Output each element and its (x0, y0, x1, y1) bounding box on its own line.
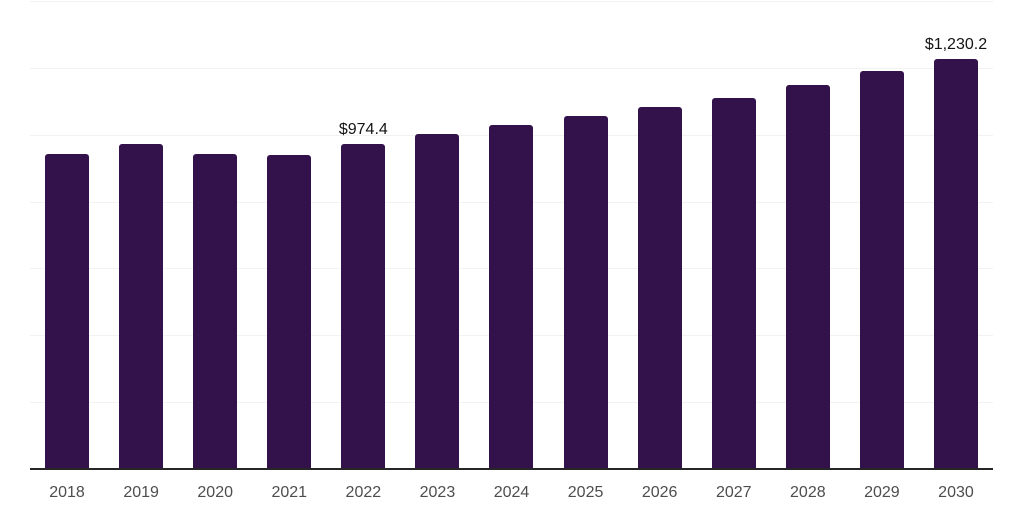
bar-slot (845, 2, 919, 470)
bar-slot (104, 2, 178, 470)
x-tick-label-2022: 2022 (345, 484, 382, 501)
x-tick-label-2020: 2020 (197, 484, 233, 501)
bar-slot (549, 2, 623, 470)
bar-2021 (267, 155, 312, 470)
bar-slot (697, 2, 771, 470)
x-axis-labels: 2018 2019 2020 2021 2022 2023 2024 2025 2026 2027… (30, 482, 993, 504)
x-tick-label-2025: 2025 (567, 484, 604, 501)
bar-slot (771, 2, 845, 470)
bar-2019 (119, 144, 164, 470)
x-tick-label-2024: 2024 (493, 484, 530, 501)
bar-2022 (341, 144, 386, 470)
bar-slot (30, 2, 104, 470)
bar-value-label: $1,230.2 (924, 35, 988, 53)
bar-slot (178, 2, 252, 470)
x-tick-label-2019: 2019 (123, 484, 159, 501)
bar-2030 (933, 58, 978, 470)
bar-slot (623, 2, 697, 470)
gridline (30, 1, 993, 2)
x-tick-label-2018: 2018 (49, 484, 85, 501)
bar-2024 (489, 124, 534, 470)
x-axis-line (30, 468, 993, 470)
bar-slot: $1,230.2 (919, 2, 993, 470)
bar-2029 (859, 70, 904, 470)
bar-2027 (711, 98, 756, 470)
bar-2028 (785, 85, 830, 470)
bar-slot (252, 2, 326, 470)
x-tick-label-2029: 2029 (864, 484, 900, 501)
x-tick-label-2026: 2026 (641, 484, 678, 501)
bar-2025 (563, 116, 608, 470)
plot-area: $974.4 $1,230.2 (30, 1, 993, 470)
x-tick-label-2023: 2023 (419, 484, 456, 501)
bar-value-label: $974.4 (338, 121, 388, 139)
bar-2020 (193, 154, 238, 470)
x-tick-label-2028: 2028 (790, 484, 826, 501)
x-tick-label-2030: 2030 (938, 484, 974, 501)
gridline (30, 67, 993, 69)
bar-2018 (45, 154, 90, 470)
x-tick-label-2027: 2027 (715, 484, 752, 501)
x-tick-label-2021: 2021 (271, 484, 308, 501)
bar-slot (474, 2, 548, 470)
bar-2026 (637, 106, 682, 470)
bar-2023 (415, 133, 460, 470)
bar-slot: $974.4 (326, 2, 400, 470)
bar-slot (400, 2, 474, 470)
